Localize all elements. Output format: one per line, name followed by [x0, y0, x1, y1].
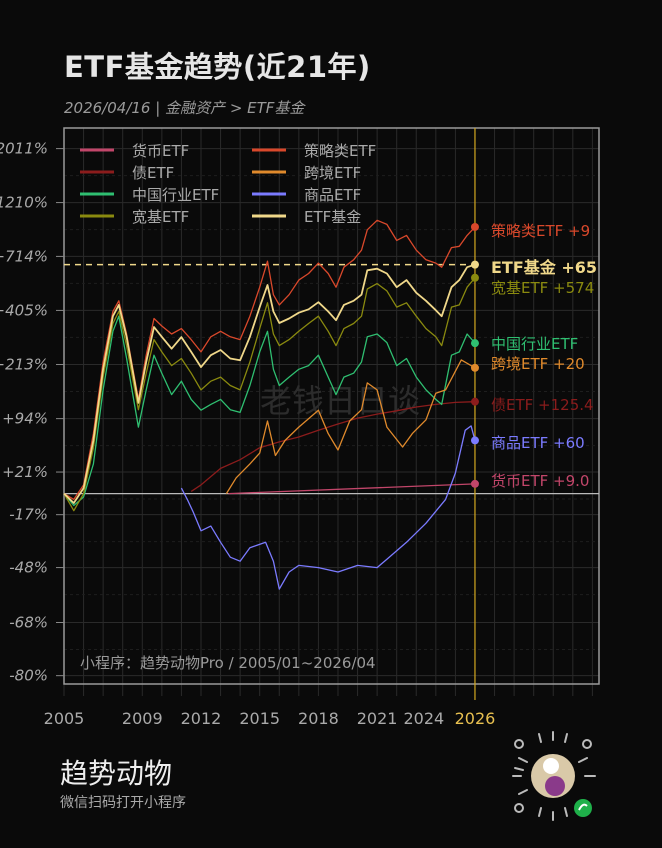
legend-label-0: 货币ETF: [132, 142, 189, 160]
legend: 货币ETF 债ETF 中国行业ETF 宽基ETF 策略类ETF 跨境ETF 商品ETF ETF…: [80, 142, 376, 226]
y-tick-label: +213%: [0, 356, 48, 374]
x-tick-label: 2024: [403, 709, 444, 728]
legend-label-2: 中国行业ETF: [132, 186, 219, 204]
series-line-5: [225, 359, 476, 494]
y-tick-label: +21%: [2, 463, 48, 481]
source-note: 小程序：趋势动物Pro / 2005/01~2026/04: [80, 654, 376, 672]
end-label-6: 商品ETF +60: [491, 434, 585, 452]
series-line-3: [63, 277, 476, 512]
y-tick-label: -68%: [9, 613, 48, 631]
x-tick-label: 2021: [357, 709, 398, 728]
end-label-7: ETF基金 +65: [491, 258, 597, 277]
y-axis: +2011% +1210% +714% +405% +213% +94% +21% -17% -…: [0, 140, 64, 685]
y-tick-label: +1210%: [0, 194, 48, 212]
series-end-dot-7: [470, 260, 479, 269]
series-end-dot-5: [470, 363, 479, 372]
page-title: ETF基金趋势(近21年): [64, 50, 371, 84]
series-end-dot-2: [470, 339, 479, 348]
qr-code-icon[interactable]: [505, 728, 601, 824]
series-line-2: [63, 315, 476, 507]
end-label-4: 策略类ETF +9: [491, 222, 590, 240]
plot-frame: [63, 127, 600, 685]
breadcrumb: 2026/04/16 | 金融资产 > ETF基金: [64, 99, 305, 117]
watermark: 老钱日日谈: [260, 382, 420, 420]
end-label-5: 跨境ETF +20: [491, 355, 585, 373]
y-tick-label: +714%: [0, 247, 48, 265]
series-line-0: [228, 483, 476, 495]
series-end-dot-1: [470, 397, 479, 406]
grid: [63, 127, 600, 700]
x-tick-label: 2012: [181, 709, 222, 728]
legend-label-6: 商品ETF: [304, 186, 361, 204]
end-label-2: 中国行业ETF: [491, 335, 578, 353]
end-label-3: 宽基ETF +574: [491, 279, 594, 297]
y-tick-label: +2011%: [0, 140, 48, 158]
legend-label-5: 跨境ETF: [304, 164, 361, 182]
series-line-6: [180, 425, 476, 590]
y-tick-label: -17%: [9, 506, 48, 524]
x-tick-label: 2009: [122, 709, 163, 728]
series-end-dot-4: [470, 222, 479, 231]
x-tick-label: 2015: [239, 709, 280, 728]
brand-name: 趋势动物: [60, 757, 173, 790]
y-tick-label: -48%: [9, 559, 48, 577]
x-tick-label: 2005: [44, 709, 85, 728]
y-tick-label: -80%: [9, 667, 48, 685]
series-end-dot-0: [470, 479, 479, 488]
x-axis: 2005 2009 2012 2015 2018 2021 2024 2026: [44, 709, 496, 728]
legend-label-7: ETF基金: [304, 208, 361, 226]
legend-label-3: 宽基ETF: [132, 208, 189, 226]
brand-subtitle: 微信扫码打开小程序: [60, 795, 186, 811]
series-lines: [63, 219, 479, 590]
end-labels: 货币ETF +9.0 债ETF +125.4 中国行业ETF 宽基ETF +574 策略…: [491, 222, 597, 490]
x-tick-label: 2018: [298, 709, 339, 728]
series-end-dot-6: [470, 436, 479, 445]
series-end-dot-3: [470, 273, 479, 282]
legend-label-1: 债ETF: [132, 164, 174, 182]
series-line-7: [63, 263, 476, 504]
x-tick-label: 2026: [455, 709, 496, 728]
y-tick-label: +405%: [0, 301, 48, 319]
series-line-1: [190, 401, 476, 492]
legend-label-4: 策略类ETF: [304, 142, 376, 160]
series-line-4: [63, 219, 476, 501]
end-label-1: 债ETF +125.4: [491, 396, 594, 414]
y-tick-label: +94%: [2, 410, 48, 428]
end-label-0: 货币ETF +9.0: [491, 472, 589, 490]
